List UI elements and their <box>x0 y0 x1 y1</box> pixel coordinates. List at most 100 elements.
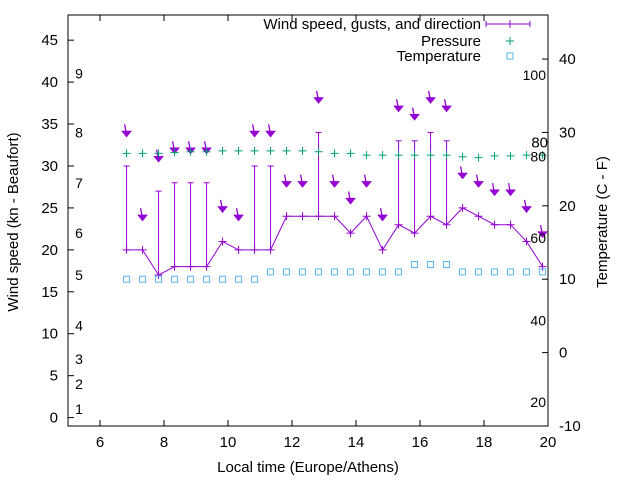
wind-speed-point <box>426 212 435 221</box>
wind-direction-arrow <box>329 174 340 188</box>
pressure-point <box>410 151 419 160</box>
beaufort-label: 3 <box>75 351 83 367</box>
fahrenheit-label: 20 <box>530 394 546 410</box>
y-axis-label: Wind speed (kn - Beaufort) <box>5 132 22 311</box>
pressure-point <box>314 147 323 156</box>
temperature-point <box>331 268 339 276</box>
x-axis-label: Local time (Europe/Athens) <box>217 459 399 476</box>
wind-speed-point <box>458 203 467 212</box>
wind-speed-point <box>410 229 419 238</box>
y2-tick-label: 10 <box>559 271 576 288</box>
pressure-point <box>330 149 339 158</box>
wind-speed-point <box>202 262 211 271</box>
pressure-point <box>250 146 259 155</box>
temperature-point <box>139 275 147 283</box>
y2-tick-label: 0 <box>559 345 567 362</box>
wind-direction-arrow <box>137 208 148 222</box>
y-tick-label: 45 <box>41 32 58 49</box>
temperature-point <box>235 275 243 283</box>
y-tick-label: 15 <box>41 284 58 301</box>
x-tick-label: 10 <box>220 434 237 451</box>
x-tick-label: 20 <box>540 434 557 451</box>
legend-label: Wind speed, gusts, and direction <box>263 16 481 33</box>
pressure-point <box>138 149 147 158</box>
pressure-point <box>346 149 355 158</box>
temperature-point <box>267 268 275 276</box>
temperature-point <box>395 268 403 276</box>
wind-direction-arrow <box>233 208 244 222</box>
wind-speed-point <box>506 220 515 229</box>
x-tick-label: 16 <box>412 434 429 451</box>
wind-direction-arrow <box>377 208 388 222</box>
pressure-point <box>154 149 163 158</box>
pressure-point <box>362 151 371 160</box>
wind-speed-point <box>442 220 451 229</box>
pressure-point <box>490 151 499 160</box>
temperature-point <box>283 268 291 276</box>
legend-swatch-square <box>506 52 514 60</box>
beaufort-label: 8 <box>75 124 83 140</box>
wind-direction-arrow <box>281 174 292 188</box>
temperature-point <box>299 268 307 276</box>
pressure-point <box>458 152 467 161</box>
beaufort-label: 9 <box>75 66 83 82</box>
pressure-point <box>538 151 547 160</box>
temperature-point <box>523 268 531 276</box>
wind-speed-point <box>234 245 243 254</box>
temperature-point <box>123 275 131 283</box>
pressure-point <box>170 148 179 157</box>
temperature-point <box>219 275 227 283</box>
temperature-point <box>411 261 419 269</box>
temperature-point <box>315 268 323 276</box>
fahrenheit-label: 60 <box>530 230 546 246</box>
pressure-point <box>298 146 307 155</box>
wind-speed-point <box>122 245 131 254</box>
fahrenheit-label: 100 <box>523 67 547 83</box>
wind-speed-point <box>250 245 259 254</box>
pressure-point <box>394 151 403 160</box>
wind-direction-arrow <box>489 183 500 197</box>
temperature-point <box>427 261 435 269</box>
legend-label: Pressure <box>421 33 481 50</box>
wind-direction-arrow <box>537 224 548 239</box>
pressure-point <box>426 151 435 160</box>
pressure-point <box>442 151 451 160</box>
temperature-point <box>491 268 499 276</box>
wind-speed-point <box>298 212 307 221</box>
fahrenheit-label: 40 <box>530 312 546 328</box>
temperature-point <box>203 275 211 283</box>
y-tick-label: 0 <box>50 410 58 427</box>
temperature-point <box>507 268 515 276</box>
beaufort-label: 2 <box>75 376 83 392</box>
x-tick-label: 6 <box>96 434 104 451</box>
wind-speed-point <box>378 245 387 254</box>
y-tick-label: 40 <box>41 74 58 91</box>
wind-speed-point <box>394 220 403 229</box>
pressure-scale-label: 80 <box>531 135 548 152</box>
y2-axis-label: Temperature (C - F) <box>594 156 611 288</box>
temperature-point <box>363 268 371 276</box>
pressure-point <box>234 146 243 155</box>
wind-speed-point <box>522 237 531 246</box>
beaufort-label: 6 <box>75 225 83 241</box>
wind-direction-arrow <box>265 124 276 138</box>
wind-direction-arrow <box>409 107 420 121</box>
temperature-point <box>155 275 163 283</box>
y2-tick-label: 20 <box>559 198 576 215</box>
wind-direction-arrow <box>441 99 452 113</box>
temperature-point <box>347 268 355 276</box>
wind-speed-point <box>314 212 323 221</box>
beaufort-label: 7 <box>75 175 83 191</box>
plot-border <box>67 14 549 427</box>
legend-swatch-caps <box>485 21 531 27</box>
wind-speed-point <box>170 262 179 271</box>
pressure-point <box>186 147 195 156</box>
legend-swatch-plus <box>506 37 514 45</box>
temperature-point <box>171 275 179 283</box>
y-tick-label: 35 <box>41 116 58 133</box>
wind-direction-arrow <box>217 199 228 213</box>
x-tick-label: 18 <box>476 434 493 451</box>
pressure-point <box>218 146 227 155</box>
wind-direction-arrow <box>313 90 324 104</box>
